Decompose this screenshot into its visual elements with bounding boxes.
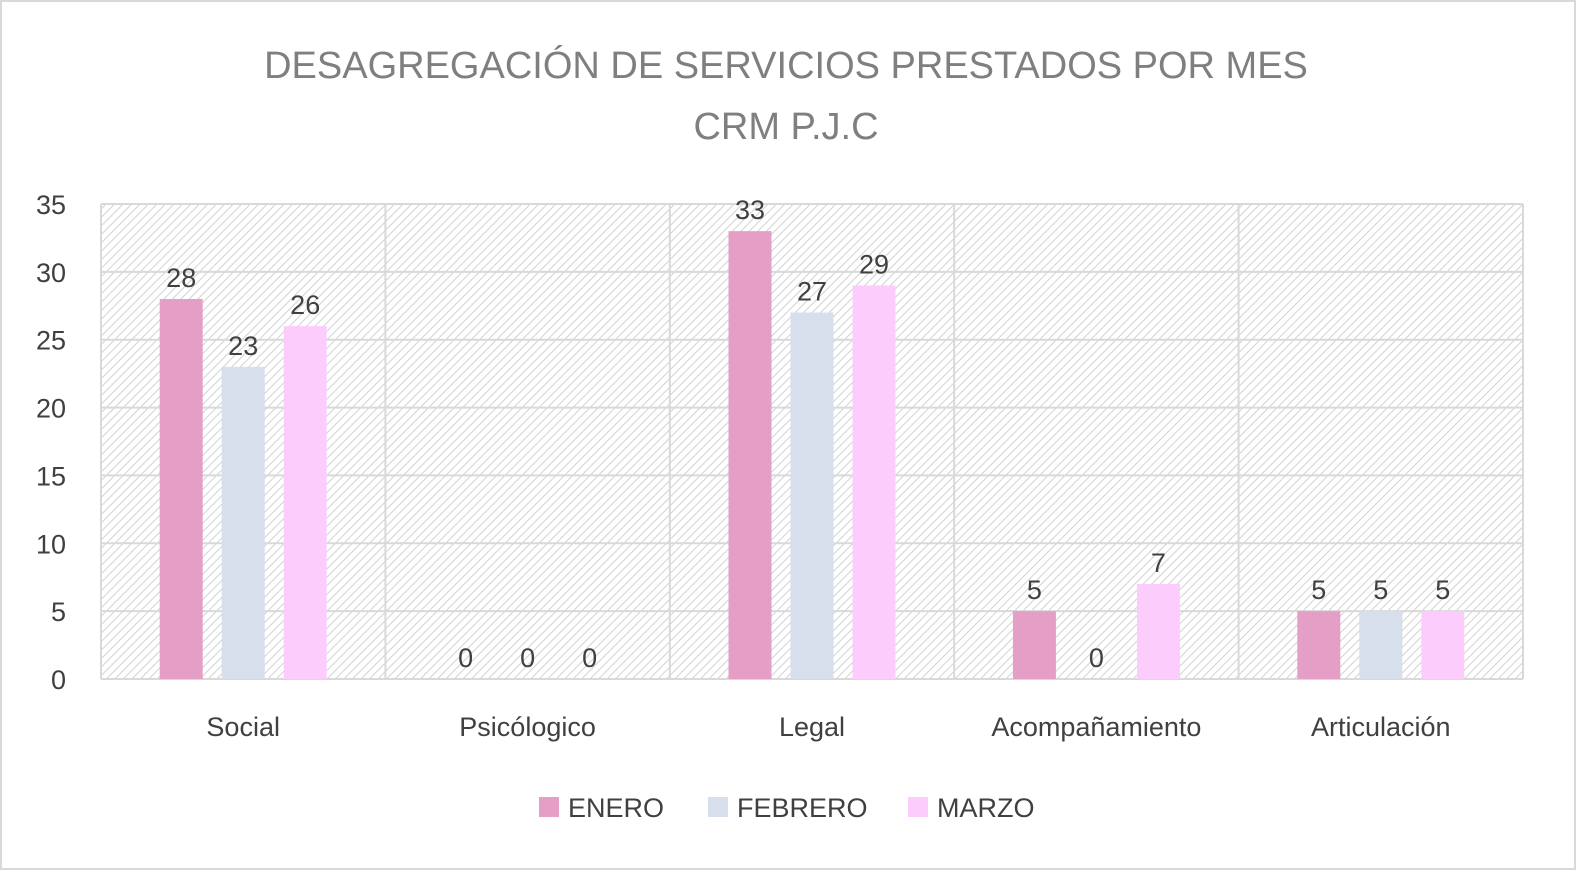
- data-label: 23: [228, 331, 258, 361]
- bar: [1297, 611, 1341, 679]
- data-label: 0: [582, 643, 597, 673]
- data-label: 5: [1435, 575, 1450, 605]
- data-label: 26: [290, 290, 320, 320]
- data-label: 27: [797, 277, 827, 307]
- legend-swatch: [708, 797, 728, 817]
- x-tick-label: Legal: [779, 712, 845, 742]
- x-axis: Social Psicólogico Legal Acompañamiento Arti…: [206, 712, 1450, 742]
- data-label: 5: [1311, 575, 1326, 605]
- bar: [1012, 611, 1056, 679]
- chart-subtitle: CRM P.J.C: [693, 106, 878, 148]
- x-tick-label: Psicólogico: [459, 712, 596, 742]
- chart-title: DESAGREGACIÓN DE SERVICIOS PRESTADOS POR…: [264, 44, 1308, 87]
- data-label: 0: [458, 643, 473, 673]
- data-label: 0: [1089, 643, 1104, 673]
- bar: [1421, 611, 1465, 679]
- bar: [852, 285, 896, 679]
- data-label: 7: [1151, 548, 1166, 578]
- data-label: 28: [166, 263, 196, 293]
- x-tick-label: Articulación: [1311, 712, 1451, 742]
- y-tick-label: 10: [36, 529, 66, 559]
- legend-label: MARZO: [937, 793, 1035, 823]
- data-label: 5: [1027, 575, 1042, 605]
- y-tick-label: 15: [36, 461, 66, 491]
- bar: [728, 231, 772, 679]
- bar: [221, 366, 265, 679]
- y-tick-label: 35: [36, 190, 66, 220]
- y-tick-label: 30: [36, 258, 66, 288]
- bar: [790, 312, 834, 679]
- y-tick-label: 25: [36, 326, 66, 356]
- y-axis: 0 5 10 15 20 25 30 35: [36, 190, 66, 695]
- x-tick-label: Social: [206, 712, 280, 742]
- y-tick-label: 0: [51, 665, 66, 695]
- legend-swatch: [908, 797, 928, 817]
- data-label: 0: [520, 643, 535, 673]
- legend-label: FEBRERO: [737, 793, 868, 823]
- bar: [1359, 611, 1403, 679]
- bar: [159, 299, 203, 679]
- legend: ENERO FEBRERO MARZO: [539, 793, 1035, 823]
- y-tick-label: 20: [36, 394, 66, 424]
- data-labels: 28 23 26 0 0 0 33 27 29 5 0 7 5 5 5: [166, 195, 1450, 673]
- legend-label: ENERO: [568, 793, 664, 823]
- bars: [159, 231, 1465, 679]
- bar: [283, 326, 327, 679]
- data-label: 33: [735, 195, 765, 225]
- y-tick-label: 5: [51, 597, 66, 627]
- x-tick-label: Acompañamiento: [991, 712, 1201, 742]
- data-label: 29: [859, 249, 889, 279]
- bar: [1136, 584, 1180, 679]
- data-label: 5: [1373, 575, 1388, 605]
- legend-swatch: [539, 797, 559, 817]
